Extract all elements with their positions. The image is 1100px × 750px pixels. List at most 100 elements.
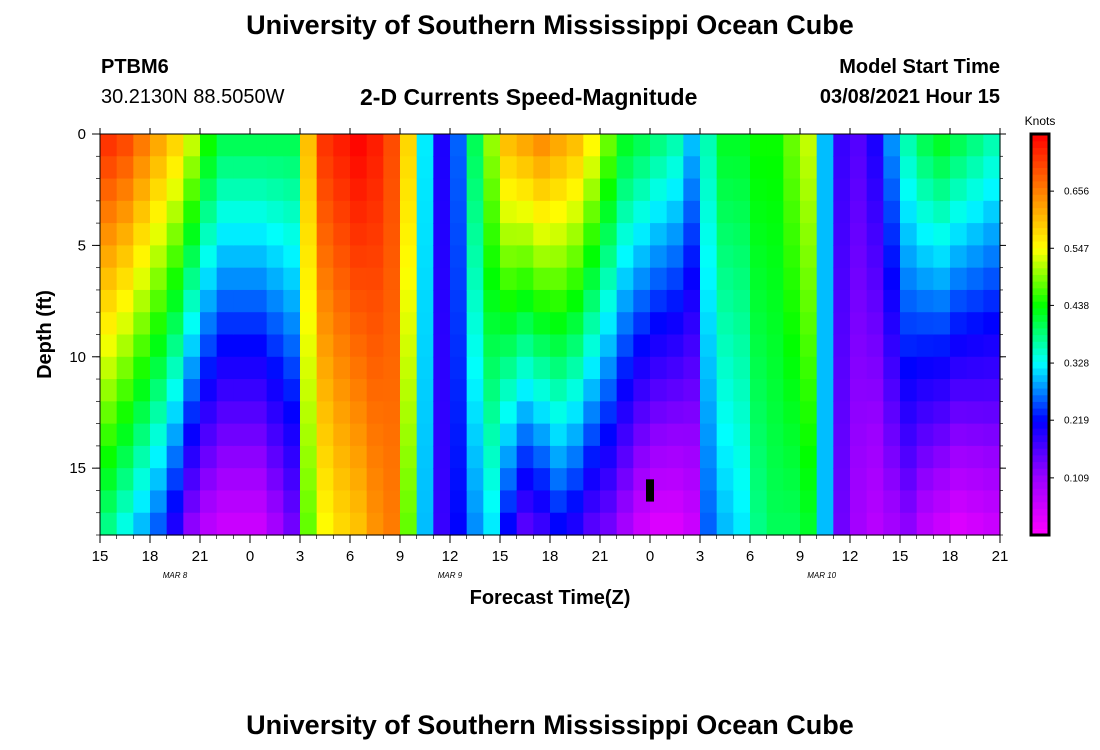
heatmap-cell: [983, 334, 1001, 358]
heatmap-cell: [433, 334, 451, 358]
heatmap-cell: [216, 490, 234, 514]
heatmap-cell: [966, 490, 984, 514]
heatmap-cell: [650, 490, 668, 514]
model-start-label: Model Start Time: [839, 56, 1000, 78]
heatmap-cell: [166, 134, 184, 157]
heatmap-cell: [483, 490, 501, 514]
heatmap-cell: [833, 156, 851, 180]
heatmap-cell: [316, 401, 334, 425]
heatmap-cell: [183, 490, 201, 514]
heatmap-cell: [116, 423, 134, 447]
heatmap-cell: [616, 401, 634, 425]
heatmap-cell: [783, 312, 801, 336]
heatmap-cell: [266, 401, 284, 425]
heatmap-cell: [633, 200, 651, 224]
heatmap-cell: [716, 200, 734, 224]
heatmap-cell: [966, 512, 984, 536]
heatmap-cell: [150, 334, 168, 358]
heatmap-cell: [150, 289, 168, 313]
heatmap-cell: [683, 401, 701, 425]
heatmap-cell: [916, 468, 934, 492]
heatmap-cell: [783, 445, 801, 469]
heatmap-cell: [250, 178, 268, 202]
heatmap-cell: [366, 445, 384, 469]
heatmap-cell: [783, 200, 801, 224]
heatmap-cell: [266, 178, 284, 202]
heatmap-cell: [916, 289, 934, 313]
heatmap-cell: [133, 245, 151, 269]
heatmap-cell: [516, 178, 534, 202]
heatmap-cell: [166, 334, 184, 358]
heatmap-cell: [100, 200, 118, 224]
heatmap-cell: [166, 312, 184, 336]
heatmap-cell: [683, 468, 701, 492]
heatmap-cell: [750, 334, 768, 358]
heatmap-cell: [916, 445, 934, 469]
heatmap-cell: [583, 445, 601, 469]
heatmap-cell: [266, 423, 284, 447]
heatmap-cell: [583, 423, 601, 447]
heatmap-cell: [266, 245, 284, 269]
heatmap-cell: [733, 223, 751, 246]
heatmap-cell: [766, 200, 784, 224]
heatmap-cell: [333, 312, 351, 336]
heatmap-cell: [666, 245, 684, 269]
heatmap-cell: [966, 312, 984, 336]
heatmap-cell: [700, 200, 718, 224]
heatmap-cell: [900, 423, 918, 447]
heatmap-cell: [100, 468, 118, 492]
heatmap-cell: [416, 401, 434, 425]
heatmap-cell: [250, 134, 268, 157]
heatmap-cell: [900, 490, 918, 514]
heatmap-cell: [383, 200, 401, 224]
heatmap-cell: [316, 356, 334, 380]
heatmap-cell: [450, 156, 468, 180]
heatmap-cell: [916, 134, 934, 157]
heatmap-cell: [583, 401, 601, 425]
heatmap-cell: [850, 289, 868, 313]
heatmap-cell: [333, 200, 351, 224]
heatmap-cell: [800, 445, 818, 469]
heatmap-cell: [750, 423, 768, 447]
heatmap-cell: [383, 445, 401, 469]
heatmap-cell: [116, 445, 134, 469]
heatmap-cell: [216, 334, 234, 358]
heatmap-cell: [750, 156, 768, 180]
heatmap-cell: [116, 178, 134, 202]
heatmap-cell: [433, 178, 451, 202]
heatmap-cell: [666, 223, 684, 246]
heatmap-cell: [966, 334, 984, 358]
heatmap-cell: [966, 134, 984, 157]
heatmap-cell: [650, 200, 668, 224]
heatmap-cell: [416, 267, 434, 291]
date-label: MAR 10: [807, 571, 836, 580]
heatmap-cell: [233, 356, 251, 380]
heatmap-cell: [850, 312, 868, 336]
heatmap-cell: [900, 445, 918, 469]
heatmap-cell: [916, 423, 934, 447]
heatmap-cell: [100, 401, 118, 425]
heatmap-cell: [683, 445, 701, 469]
heatmap-cell: [233, 200, 251, 224]
heatmap-cell: [516, 267, 534, 291]
heatmap-cell: [133, 156, 151, 180]
colorbar-segment: [1031, 488, 1049, 496]
colorbar-segment: [1031, 401, 1049, 409]
heatmap-cell: [550, 245, 568, 269]
heatmap-cell: [250, 267, 268, 291]
colorbar-tick-label: 0.219: [1064, 416, 1089, 427]
colorbar-segment: [1031, 428, 1049, 436]
heatmap-cell: [900, 334, 918, 358]
heatmap-cell: [666, 200, 684, 224]
heatmap-cell: [616, 267, 634, 291]
heatmap-cell: [566, 468, 584, 492]
heatmap-cell: [100, 512, 118, 536]
heatmap-cell: [283, 289, 301, 313]
heatmap-cell: [633, 445, 651, 469]
heatmap-cell: [216, 356, 234, 380]
heatmap-cell: [883, 512, 901, 536]
heatmap-cell: [350, 312, 368, 336]
heatmap-cell: [183, 312, 201, 336]
heatmap-cell: [333, 178, 351, 202]
heatmap-cell: [733, 267, 751, 291]
